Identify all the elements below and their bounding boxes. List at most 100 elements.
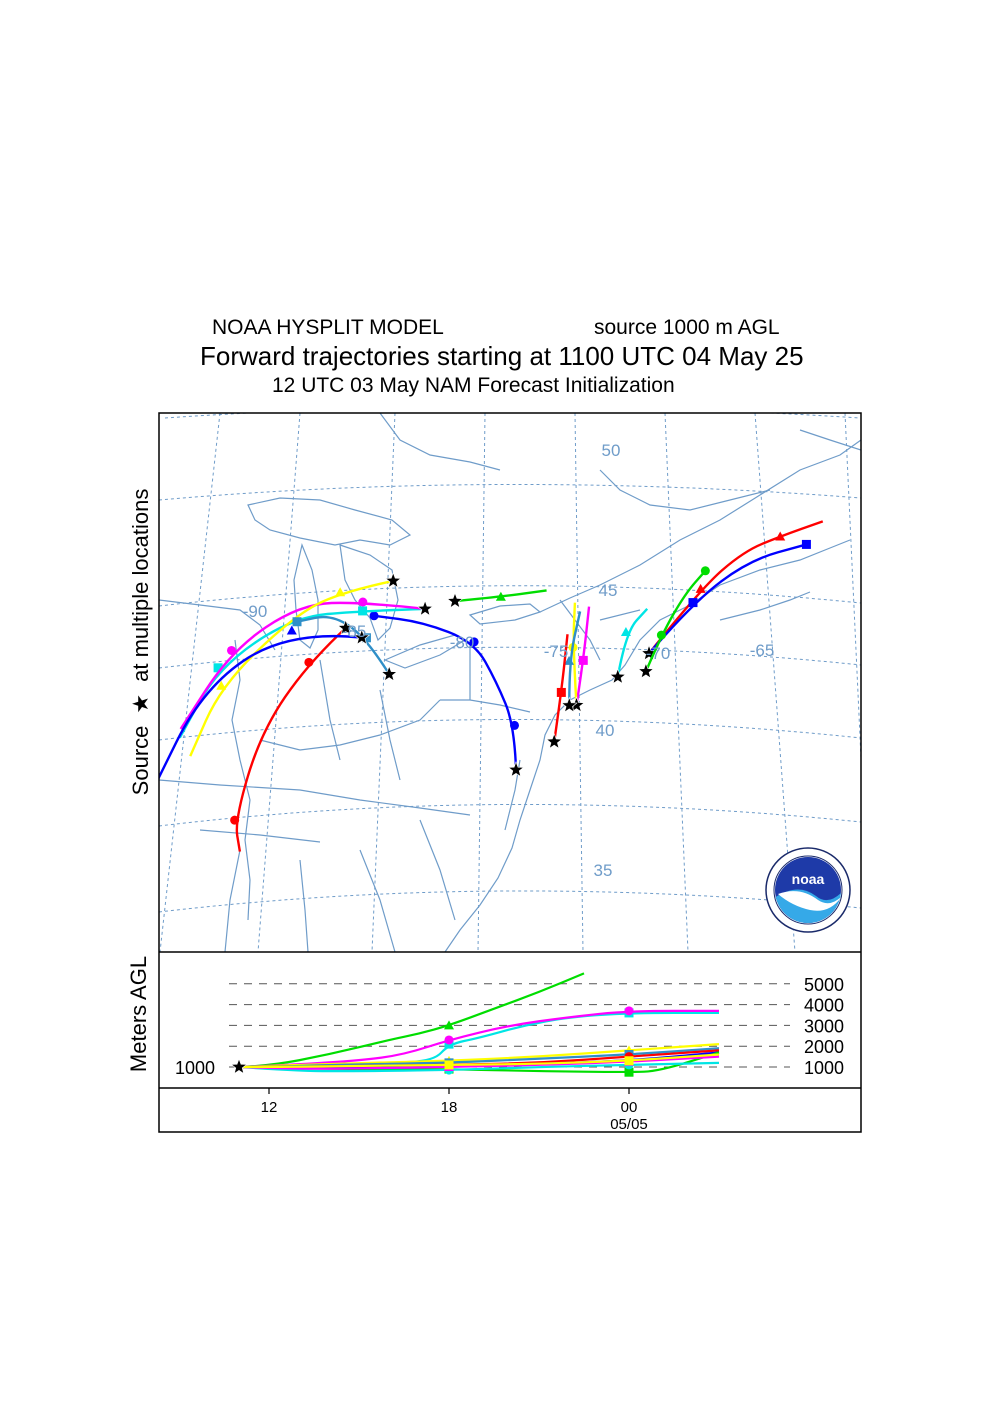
trajectory-line	[373, 614, 518, 770]
model-name: NOAA HYSPLIT MODEL	[212, 316, 444, 339]
square-marker	[556, 687, 566, 697]
circle-marker	[358, 597, 368, 607]
trajectory-line	[179, 601, 426, 730]
profile-trajectory	[238, 1053, 720, 1070]
trajectory	[159, 625, 371, 780]
circle-marker	[700, 566, 710, 576]
time-tick-label: 00	[621, 1099, 638, 1116]
level-label: 3000	[804, 1016, 844, 1036]
square-marker	[624, 1056, 634, 1066]
trajectory	[609, 608, 649, 685]
trajectory	[446, 589, 547, 609]
source-star	[545, 732, 563, 749]
profile-line	[238, 1061, 720, 1073]
source-star	[337, 619, 355, 636]
source-star	[416, 600, 434, 617]
trajectory	[560, 611, 582, 713]
triangle-marker	[216, 680, 227, 690]
trajectory	[637, 566, 710, 679]
triangle-marker	[444, 1020, 454, 1030]
source-star	[353, 628, 371, 645]
trajectory	[568, 602, 585, 713]
time-tick-label: 12	[261, 1099, 278, 1116]
profile-start-star	[230, 1058, 248, 1075]
square-marker	[688, 598, 698, 608]
trajectory	[369, 611, 525, 778]
circle-marker	[444, 1035, 454, 1045]
noaa-logo: noaa	[765, 847, 851, 933]
triangle-marker	[564, 655, 575, 665]
trajectory-lines	[159, 520, 824, 852]
triangle-marker	[695, 583, 706, 593]
trajectory	[230, 619, 355, 852]
lat-label: 35	[594, 861, 613, 880]
lon-label: -70	[646, 644, 671, 663]
trajectory	[640, 539, 811, 661]
trajectory-line	[572, 602, 578, 706]
circle-marker	[656, 630, 666, 640]
level-label: 2000	[804, 1037, 844, 1057]
map-outline	[159, 413, 861, 952]
profile-line	[238, 1053, 720, 1069]
profile-trajectory	[238, 972, 585, 1069]
circle-marker	[369, 611, 379, 621]
level-label: 4000	[804, 996, 844, 1016]
figure-frame	[158, 412, 862, 1133]
square-marker	[358, 606, 368, 616]
trajectory	[179, 597, 434, 730]
square-marker	[578, 655, 588, 665]
lon-label: -75	[544, 642, 569, 661]
meteorology-info: 12 UTC 03 May NAM Forecast Initializatio…	[272, 374, 675, 397]
trajectory-line	[159, 634, 362, 780]
logo-text: noaa	[792, 871, 825, 887]
circle-marker	[510, 720, 520, 730]
start-height-label: 1000	[175, 1058, 215, 1078]
time-tick-label: 18	[441, 1099, 458, 1116]
triangle-marker	[286, 625, 297, 635]
source-height: source 1000 m AGL	[594, 316, 780, 339]
source-star	[507, 761, 525, 778]
square-marker	[801, 539, 811, 549]
chart-title: Forward trajectories starting at 1100 UT…	[200, 341, 804, 371]
lon-label: -65	[750, 641, 775, 660]
lat-label: 45	[599, 581, 618, 600]
grid-labels: 50 45 40 35 -90 -85 -80 -75 -70 -65	[243, 441, 775, 880]
circle-marker	[226, 645, 236, 655]
source-star	[380, 665, 398, 682]
trajectory-line	[648, 543, 807, 655]
level-label: 1000	[804, 1058, 844, 1078]
lon-label: -85	[342, 622, 367, 641]
square-marker	[444, 1060, 454, 1070]
trajectory	[545, 634, 569, 749]
trajectory-line	[189, 579, 394, 757]
lon-label: -90	[243, 602, 268, 621]
trajectory	[640, 520, 824, 661]
trajectory-line	[644, 570, 707, 672]
circle-marker	[304, 657, 314, 667]
profile-trajectory	[238, 1006, 719, 1069]
circle-marker	[469, 637, 479, 647]
date-label: 05/05	[610, 1116, 648, 1133]
lon-label: -80	[450, 633, 475, 652]
source-star	[446, 592, 464, 609]
lat-label: 40	[596, 721, 615, 740]
lat-label: 50	[602, 441, 621, 460]
profile-lines	[238, 972, 720, 1077]
trajectory-line	[235, 627, 347, 852]
source-star	[384, 572, 402, 589]
square-marker	[292, 617, 302, 627]
vertical-axis-label: Meters AGL	[126, 956, 151, 1072]
source-star	[560, 696, 578, 713]
square-marker	[624, 1067, 634, 1077]
circle-marker	[230, 815, 240, 825]
triangle-marker	[335, 587, 346, 597]
trajectory-line	[648, 520, 824, 655]
source-star	[609, 668, 627, 685]
circle-marker	[624, 1006, 634, 1016]
trajectory-line	[616, 608, 649, 678]
level-label: 5000	[804, 975, 844, 995]
triangle-marker	[620, 626, 631, 636]
